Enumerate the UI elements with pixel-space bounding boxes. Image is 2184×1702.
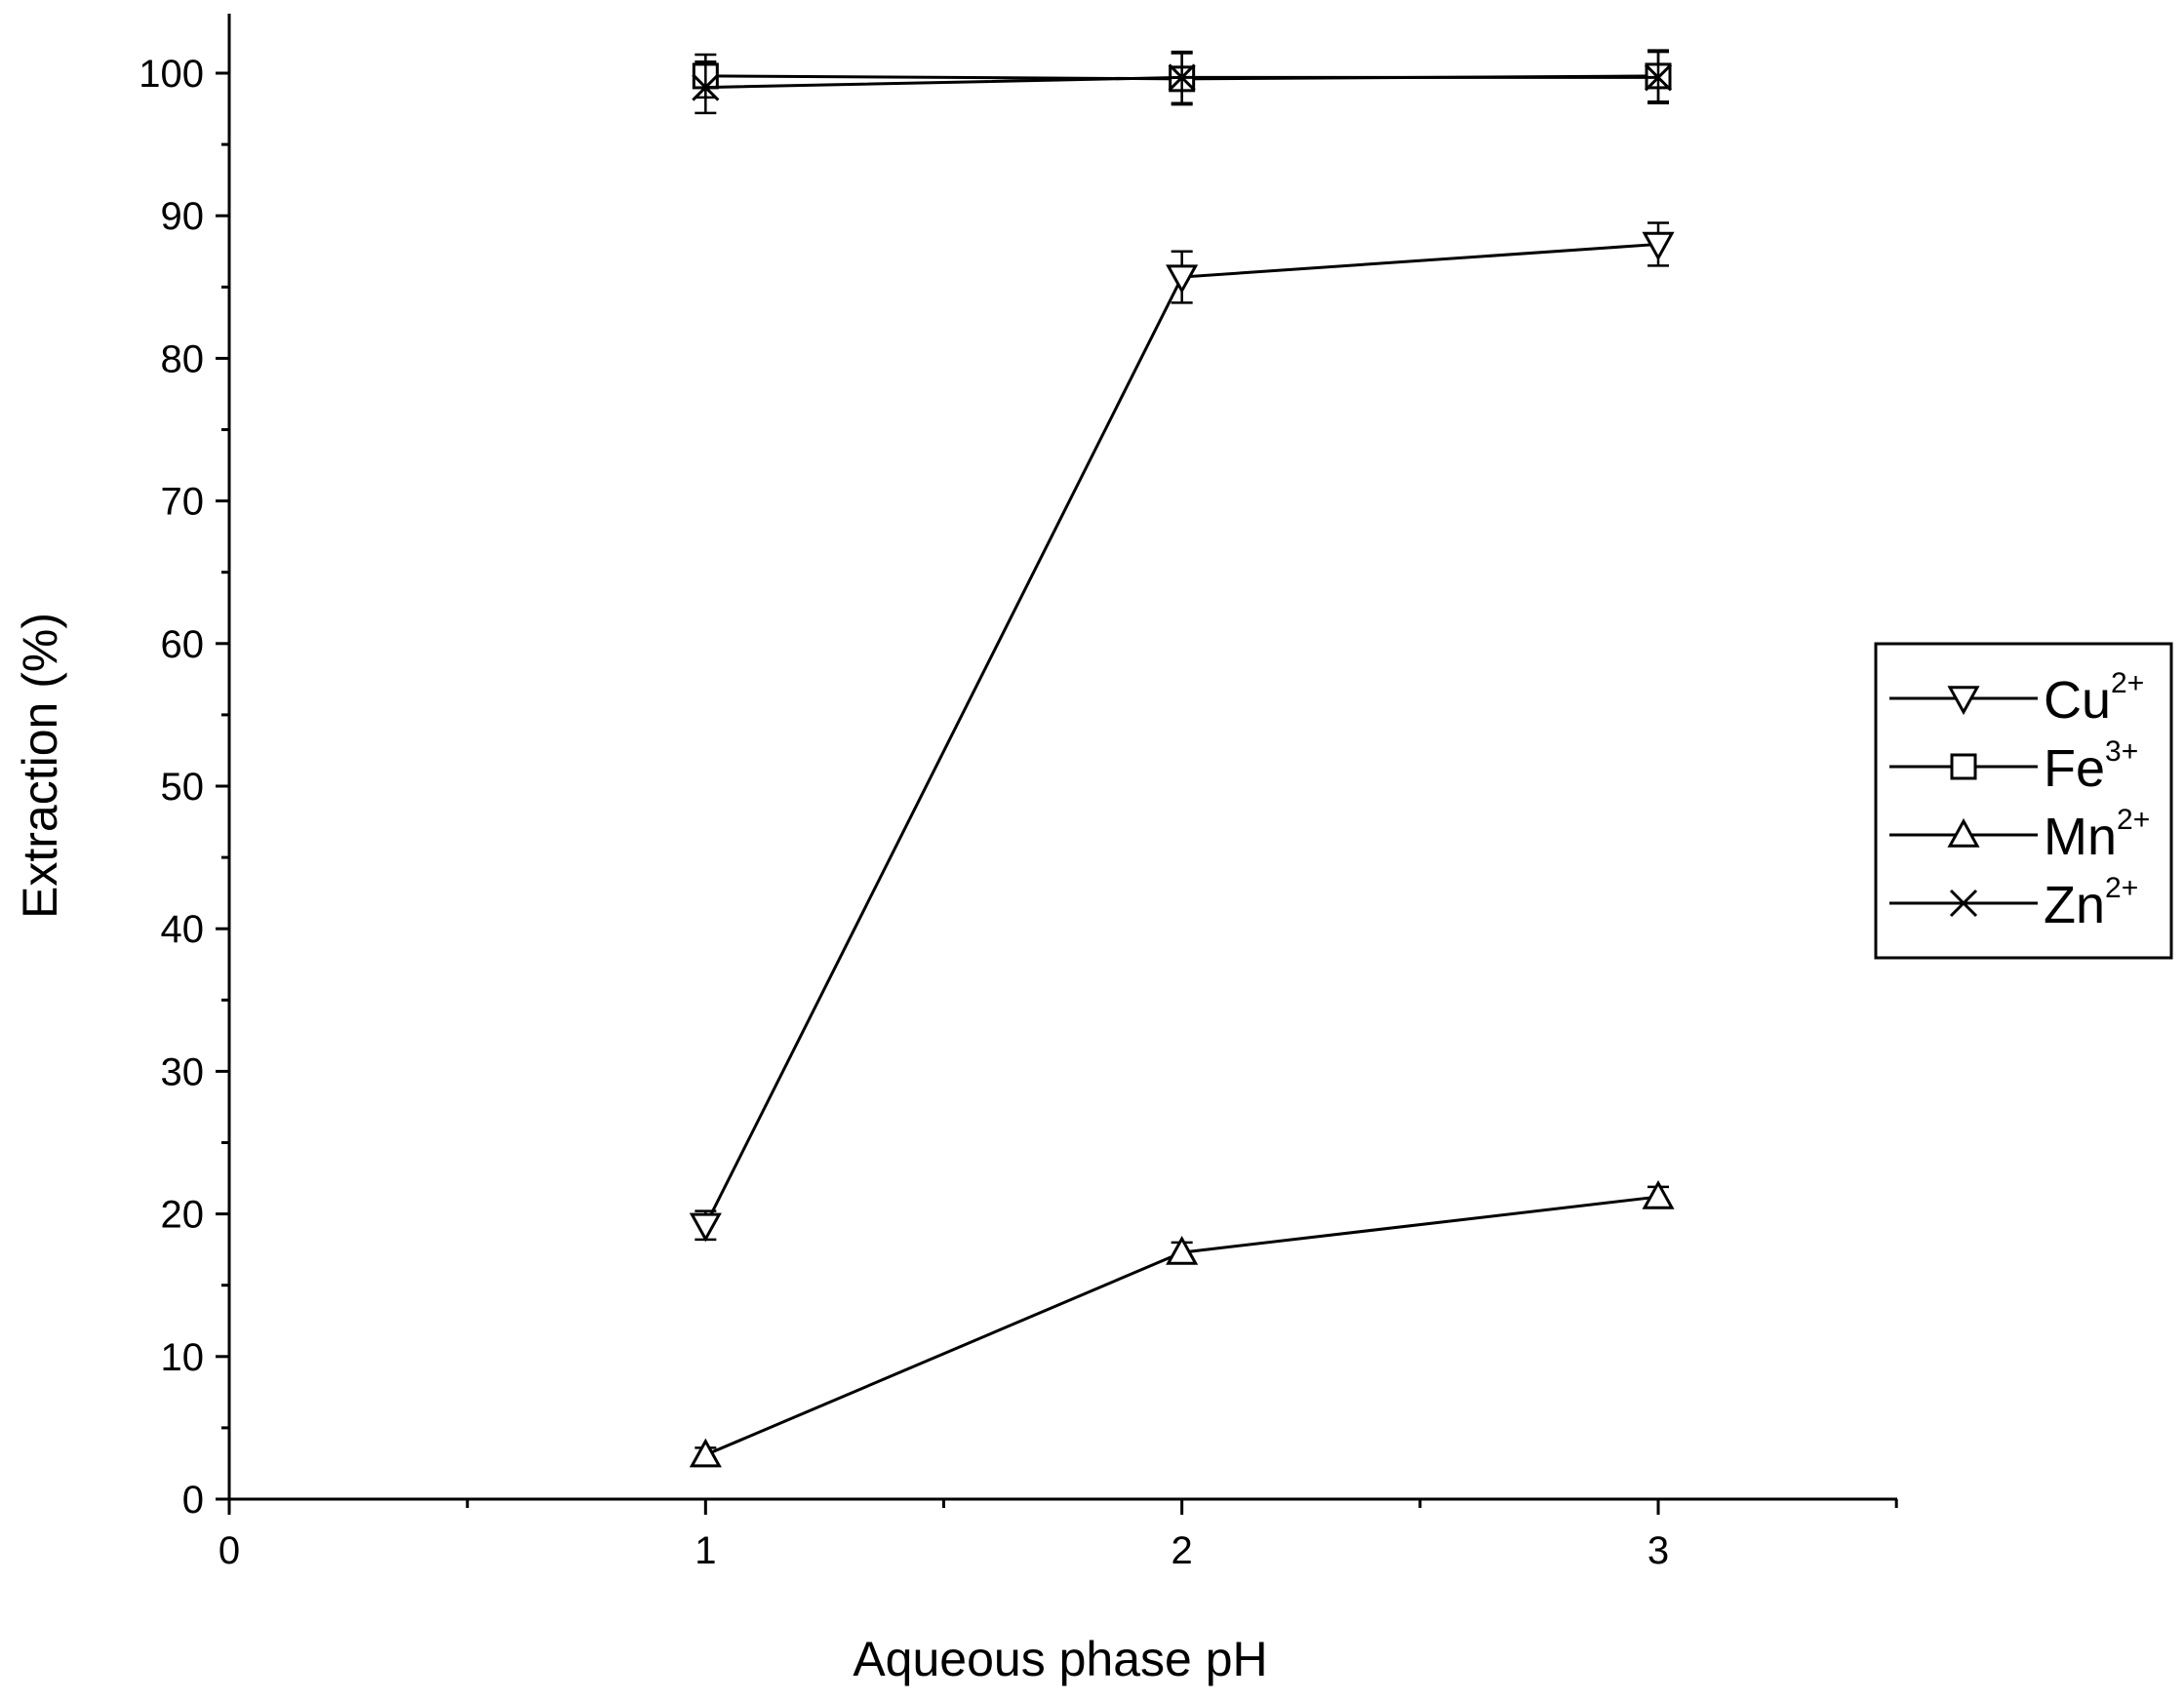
- x-tick-label-2: 2: [1171, 1529, 1193, 1572]
- legend-item-zn: Zn2+: [1889, 872, 2138, 934]
- legend-item-mn: Mn2+: [1889, 804, 2150, 866]
- y-tick-label-40: 40: [161, 908, 205, 951]
- legend-charge-cu: 2+: [2111, 667, 2144, 699]
- data-point-zn-stroke: [1168, 63, 1196, 92]
- legend-item-fe: Fe3+: [1889, 735, 2138, 798]
- legend-charge-mn: 2+: [2117, 804, 2150, 836]
- y-tick-label-50: 50: [161, 766, 205, 809]
- axes: [216, 14, 1898, 1515]
- legend-label-fe: Fe3+: [2044, 735, 2138, 798]
- data-point-cu: [689, 1212, 722, 1243]
- y-tick-label-90: 90: [161, 195, 205, 238]
- data-point-cu: [1642, 231, 1675, 261]
- data-point-zn-stroke: [692, 73, 720, 101]
- legend-marker-mn: [1947, 817, 1980, 848]
- legend-marker-zn-stroke: [1949, 889, 1978, 918]
- legend-label-zn: Zn2+: [2044, 872, 2138, 934]
- y-tick-label-20: 20: [161, 1194, 205, 1237]
- data-point-zn-stroke: [1644, 63, 1673, 92]
- data-point-mn: [1642, 1179, 1675, 1209]
- y-tick-label-60: 60: [161, 623, 205, 666]
- data-point-zn: [1644, 63, 1673, 92]
- series-zn: [692, 50, 1673, 115]
- y-tick-label-100: 100: [139, 53, 204, 96]
- legend: Cu2+Fe3+Mn2+Zn2+: [1874, 642, 2173, 960]
- legend-box: [1874, 642, 2173, 960]
- legend-charge-fe: 3+: [2105, 735, 2138, 768]
- y-tick-label-30: 30: [161, 1050, 205, 1093]
- x-tick-label-1: 1: [695, 1529, 716, 1572]
- legend-charge-zn: 2+: [2105, 872, 2138, 904]
- series-line-mn: [704, 1195, 1659, 1457]
- legend-marker-zn: [1949, 889, 1978, 918]
- series-cu: [689, 221, 1675, 1243]
- data-point-mn: [1166, 1235, 1199, 1265]
- legend-marker-fe: [1950, 753, 1977, 780]
- x-axis-title: Aqueous phase pH: [853, 1632, 1267, 1686]
- data-point-cu: [1166, 264, 1199, 295]
- y-tick-label-0: 0: [182, 1479, 204, 1522]
- series-line-cu: [703, 242, 1659, 1226]
- series-mn: [689, 1179, 1675, 1468]
- tick-labels: 0 10 20 30 40 50 60 70 80 90 100 0 1 2 3: [139, 53, 1669, 1572]
- data-point-mn: [689, 1438, 722, 1468]
- legend-marker-cu: [1947, 686, 1980, 716]
- y-tick-label-10: 10: [161, 1336, 205, 1379]
- data-point-zn: [1168, 63, 1196, 92]
- y-axis-title: Extraction (%): [13, 613, 67, 919]
- y-tick-label-80: 80: [161, 337, 205, 380]
- y-tick-label-70: 70: [161, 481, 205, 524]
- x-tick-label-0: 0: [218, 1529, 240, 1572]
- x-tick-label-3: 3: [1648, 1529, 1669, 1572]
- series-layer: [689, 49, 1675, 1468]
- data-point-zn: [692, 73, 720, 101]
